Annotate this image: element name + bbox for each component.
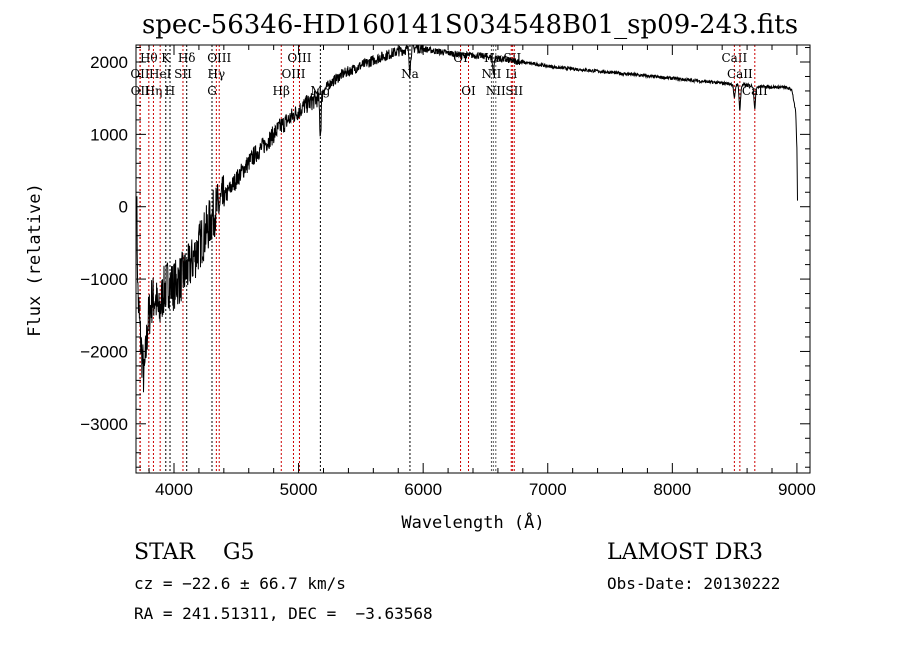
line-label: CaII <box>721 51 747 65</box>
x-tick-label: 4000 <box>155 480 193 499</box>
line-label: Li <box>505 67 517 81</box>
line-label: SII <box>174 67 192 81</box>
spectrum-trace <box>136 44 798 393</box>
object-class: STAR G5 <box>134 540 255 565</box>
line-label: OIII <box>207 51 231 65</box>
line-label: CaII <box>727 67 753 81</box>
y-tick-label: 0 <box>119 198 128 217</box>
x-tick-label: 7000 <box>529 480 567 499</box>
line-label: OIII <box>287 51 311 65</box>
y-axis-label: Flux (relative) <box>25 183 45 337</box>
line-label: SII <box>505 84 523 98</box>
line-label: NII <box>486 84 506 98</box>
y-tick-label: −1000 <box>80 270 128 289</box>
line-label: Hγ <box>208 67 226 81</box>
line-label: Hβ <box>273 84 290 98</box>
chart-title: spec-56346-HD160141S034548B01_sp09-243.f… <box>141 10 799 40</box>
x-tick-label: 5000 <box>280 480 318 499</box>
line-label: K <box>161 51 171 65</box>
line-label: G <box>207 84 217 98</box>
obs-date: Obs-Date: 20130222 <box>607 574 781 593</box>
line-label: HeI <box>149 67 172 81</box>
plot-frame <box>135 44 811 474</box>
y-tick-label: −3000 <box>80 415 128 434</box>
line-label: H <box>165 84 175 98</box>
x-tick-label: 9000 <box>778 480 816 499</box>
x-axis-label: Wavelength (Å) <box>401 511 544 533</box>
redshift-text: cz = −22.6 ± 66.7 km/s <box>134 574 346 593</box>
y-tick-label: 2000 <box>90 53 128 72</box>
line-label: Hδ <box>178 51 196 65</box>
x-tick-label: 8000 <box>653 480 691 499</box>
y-tick-label: −2000 <box>80 342 128 361</box>
line-label: NII <box>481 67 501 81</box>
x-tick-label: 6000 <box>404 480 442 499</box>
line-label: OI <box>461 84 476 98</box>
line-label: OIII <box>281 67 305 81</box>
coordinates-text: RA = 241.51311, DEC = −3.63568 <box>134 604 433 623</box>
y-tick-label: 1000 <box>90 125 128 144</box>
line-label: Hη <box>145 84 163 98</box>
survey-label: LAMOST DR3 <box>607 540 763 565</box>
line-label: Hθ <box>140 51 158 65</box>
